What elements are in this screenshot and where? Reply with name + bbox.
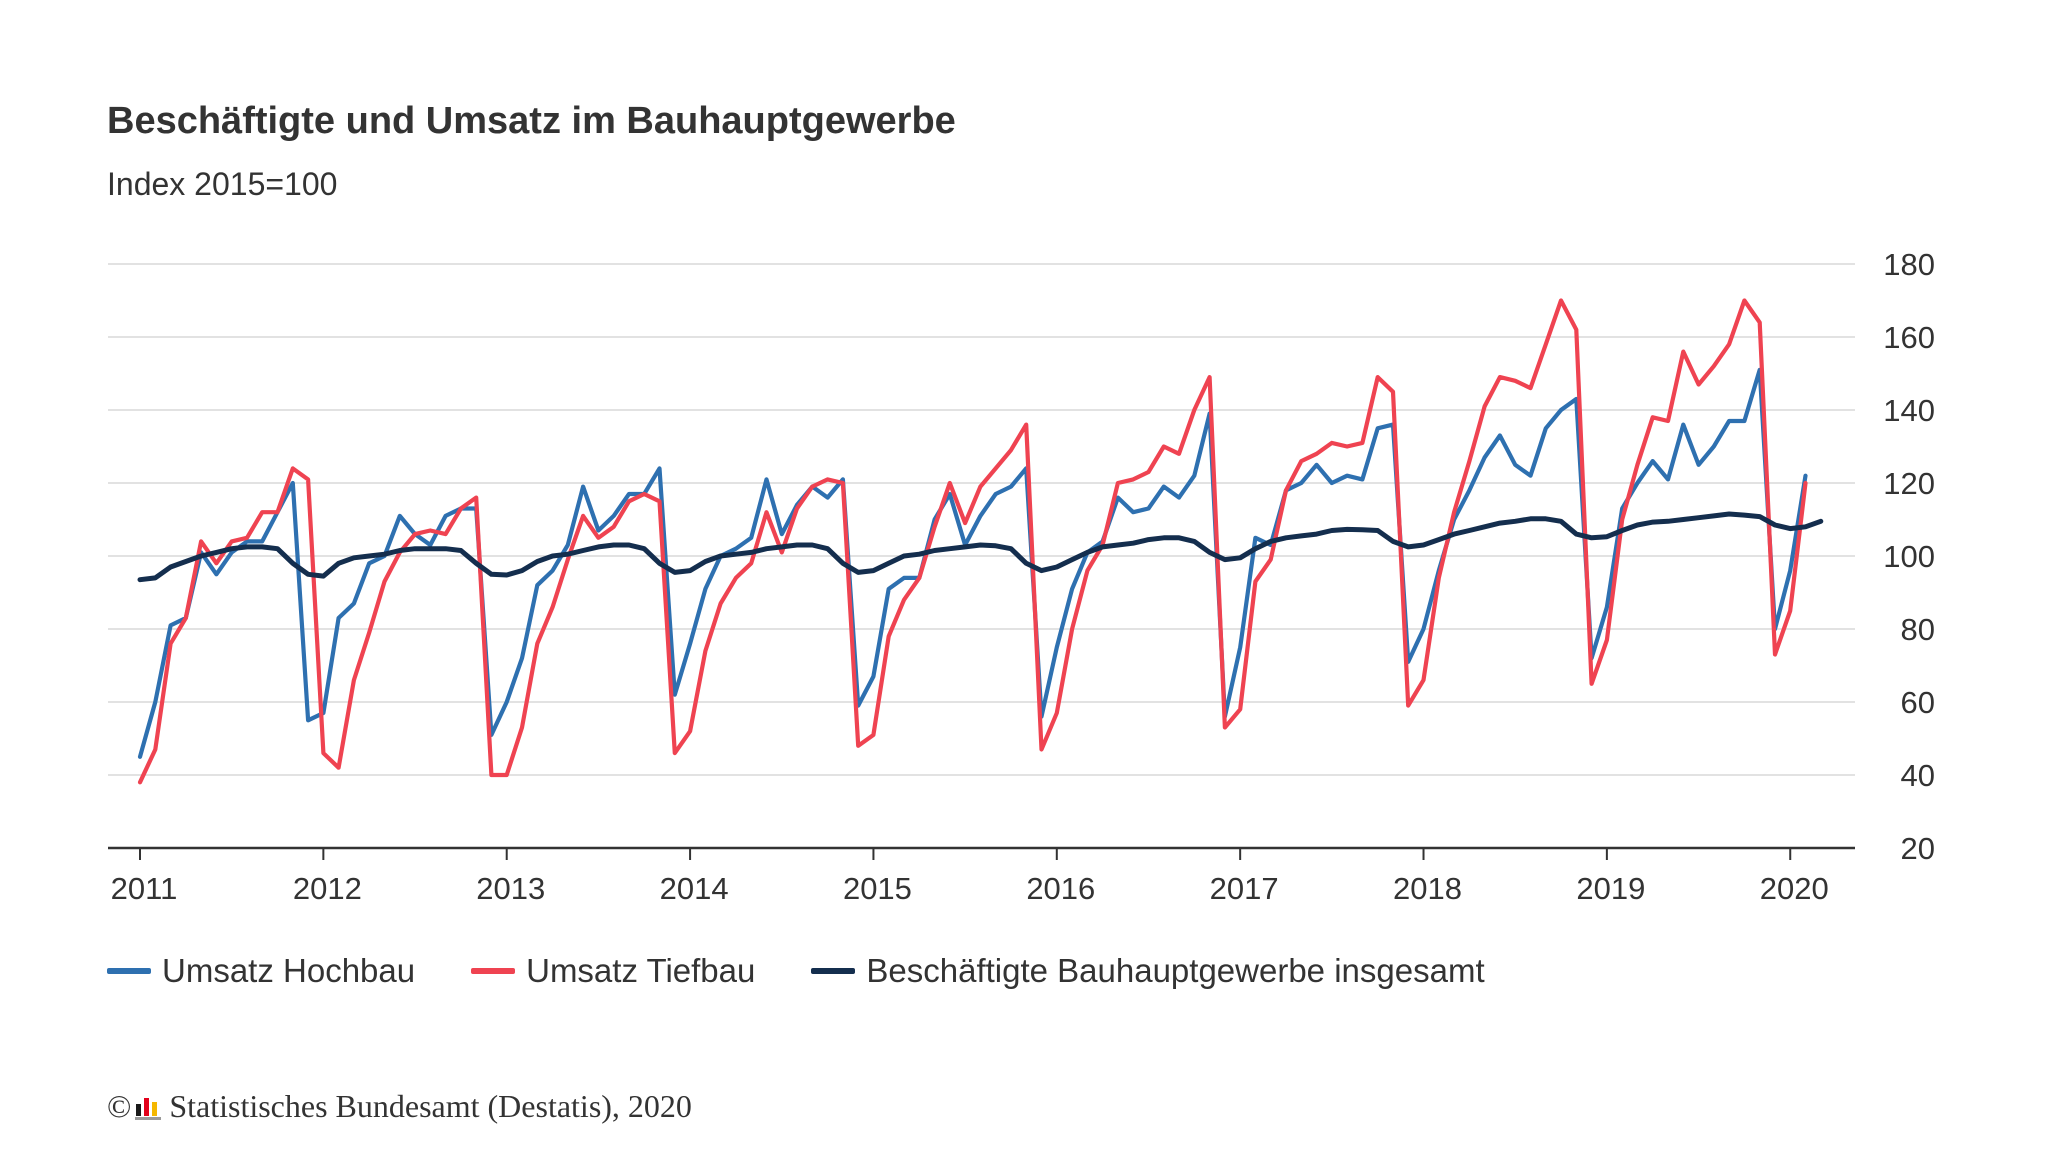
copyright-symbol: © [107,1088,132,1124]
x-tick-label: 2012 [293,871,362,906]
series-line-hochbau [137,367,1808,759]
y-tick-label: 40 [1901,758,1935,793]
y-tick-label: 160 [1883,320,1935,355]
y-tick-label: 80 [1901,612,1935,647]
legend-swatch-beschaeftigte [811,968,856,974]
x-tick-label: 2019 [1576,871,1645,906]
legend-item-tiefbau[interactable]: Umsatz Tiefbau [471,952,755,990]
legend-swatch-hochbau [107,968,151,974]
y-tick-label: 100 [1883,539,1935,574]
series-lines [137,298,1824,785]
x-axis-tick-labels: 2011 2012 2013 2014 2015 2016 2017 2018 2019 2020 [111,871,1829,906]
y-tick-label: 180 [1883,247,1935,282]
legend-swatch-tiefbau [471,968,516,974]
gridlines [108,263,1855,776]
source-footer: © Statistisches Bundesamt (Destatis), 20… [107,1088,692,1125]
y-tick-label: 20 [1901,831,1935,866]
y-tick-label: 60 [1901,685,1935,720]
x-tick-label: 2020 [1760,871,1829,906]
series-line-tiefbau [137,298,1808,785]
x-tick-label: 2016 [1026,871,1095,906]
legend-label-tiefbau: Umsatz Tiefbau [526,952,756,989]
x-tick-label: 2014 [660,871,729,906]
chart-title: Beschäftigte und Umsatz im Bauhauptgewer… [107,100,956,142]
x-tick-label: 2015 [843,871,912,906]
legend-item-hochbau[interactable]: Umsatz Hochbau [107,952,415,990]
y-tick-label: 120 [1883,466,1935,501]
y-tick-label: 140 [1883,393,1935,428]
x-tick-label: 2013 [476,871,545,906]
chart-subtitle: Index 2015=100 [107,166,338,202]
legend-label-hochbau: Umsatz Hochbau [162,952,416,989]
x-tick-label: 2018 [1393,871,1462,906]
x-tick-label: 2017 [1210,871,1279,906]
legend-label-beschaeftigte: Beschäftigte Bauhauptgewerbe insgesamt [866,952,1485,989]
y-axis-tick-labels: 20 40 60 80 100 120 140 160 180 [1883,247,1935,866]
destatis-logo-icon [135,1094,162,1120]
source-text: Statistisches Bundesamt (Destatis), 2020 [169,1088,692,1124]
x-tick-label: 2011 [111,871,178,906]
series-line-beschaeftigte [137,511,1824,583]
x-axis [108,846,1855,860]
legend-item-beschaeftigte[interactable]: Beschäftigte Bauhauptgewerbe insgesamt [811,952,1485,990]
legend: Umsatz Hochbau Umsatz Tiefbau Beschäftig… [107,952,1541,990]
